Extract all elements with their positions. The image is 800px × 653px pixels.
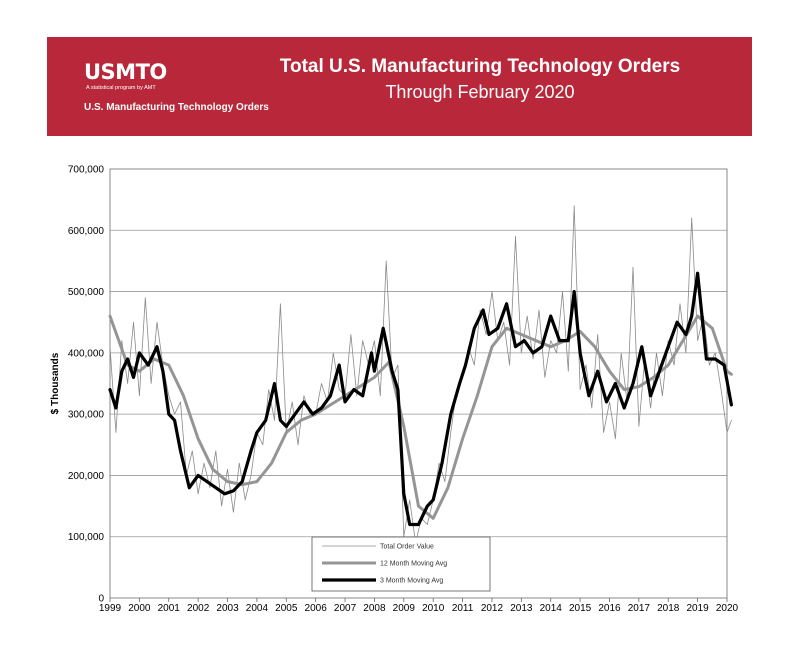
y-tick-label: 400,000 [68,348,105,359]
logo-tagline: A statistical program by AMT [86,85,156,91]
logo-subtitle: U.S. Manufacturing Technology Orders [84,102,269,113]
chart-subtitle: Through February 2020 [385,82,575,102]
y-tick-label: 700,000 [68,165,105,176]
y-tick-label: 300,000 [68,410,105,421]
legend-label-3-month: 3 Month Moving Avg [380,578,443,585]
x-tick-label: 2016 [598,603,621,614]
usmto-logo: USMTO [84,60,167,84]
x-tick-label: 2002 [187,603,210,614]
x-tick-label: 2006 [305,603,328,614]
x-tick-label: 1999 [99,603,122,614]
x-tick-label: 2014 [540,603,563,614]
x-tick-label: 2012 [481,603,504,614]
x-tick-label: 2008 [363,603,386,614]
x-tick-label: 2011 [452,603,474,614]
x-tick-label: 2003 [216,603,239,614]
x-tick-label: 2000 [128,603,151,614]
x-tick-label: 2007 [334,603,357,614]
series-line-1 [108,314,733,520]
y-axis: 0 100,000 200,000 300,000 400,000 500,000 600,… [68,165,105,605]
series-line-0 [109,205,732,544]
legend: Total Order Value 12 Month Moving Avg 3 … [311,536,491,592]
x-tick-label: 2004 [246,603,269,614]
y-tick-label: 600,000 [68,226,105,237]
y-tick-label: 200,000 [68,471,105,482]
x-tick-label: 2017 [628,603,651,614]
legend-label-total-order: Total Order Value [380,544,434,551]
x-tick-label: 2001 [158,603,181,614]
x-tick-label: 2005 [275,603,298,614]
y-tick-label: 0 [98,594,104,605]
chart-title: Total U.S. Manufacturing Technology Orde… [279,56,681,77]
x-tick-label: 2020 [716,603,739,614]
x-tick-label: 2009 [393,603,416,614]
series-layer [108,205,734,544]
x-tick-label: 2013 [510,603,533,614]
x-axis: 1999 2000 2001 2002 2003 2004 2005 2006 2007 2008… [99,598,739,614]
y-tick-label: 100,000 [68,532,105,543]
y-tick-label: 500,000 [68,287,105,298]
x-tick-label: 2018 [657,603,680,614]
x-tick-label: 2019 [686,603,709,614]
x-tick-label: 2010 [422,603,445,614]
legend-label-12-month: 12 Month Moving Avg [380,561,447,568]
header-banner [47,37,752,136]
series-line-2 [108,271,734,527]
y-axis-label: $ Thousands [50,352,61,414]
x-tick-label: 2015 [569,603,592,614]
